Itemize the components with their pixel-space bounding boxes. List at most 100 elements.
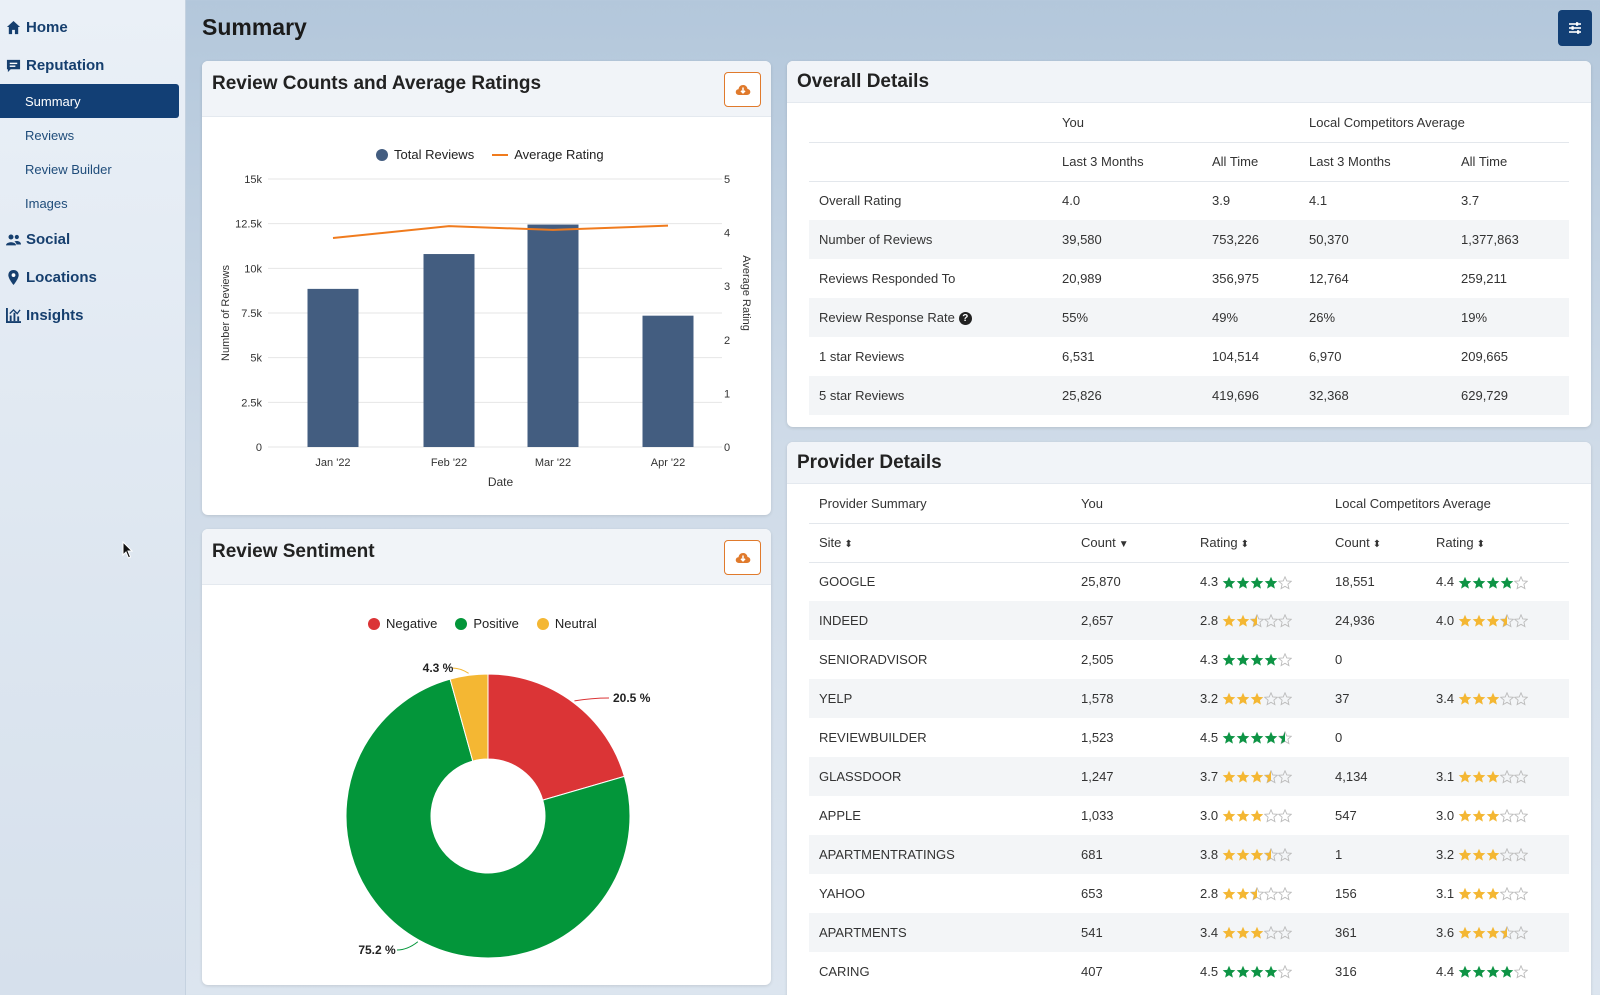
rating-cell: 3.8 [1190, 835, 1325, 874]
chart-legend: Total Reviews Average Rating [376, 147, 604, 162]
rating-cell: 2.8 [1190, 874, 1325, 913]
home-icon [6, 20, 21, 34]
settings-button[interactable] [1558, 10, 1592, 46]
table-row: GLASSDOOR 1,247 3.7 4,134 3.1 [809, 757, 1569, 796]
average-rating-line[interactable] [332, 224, 669, 239]
table-group-header: Provider Summary You Local Competitors A… [809, 484, 1569, 524]
nav-images-label: Images [25, 195, 68, 211]
y-tick-label: 10k [244, 263, 262, 275]
card-title: Provider Details [797, 452, 942, 473]
sort-competitor-rating[interactable]: Rating ⬍ [1426, 523, 1569, 563]
legend-positive-label: Positive [473, 616, 519, 631]
star-rating-icon [1222, 809, 1293, 823]
sort-competitor-count[interactable]: Count ⬍ [1325, 523, 1426, 563]
nav-review-builder-label: Review Builder [25, 161, 112, 177]
review-count: 2,505 [1081, 652, 1114, 667]
rating-cell: 4.5 [1190, 952, 1325, 991]
competitor-rating-cell: 3.4 [1426, 679, 1569, 718]
competitor-rating-cell: 4.4 [1426, 952, 1569, 991]
bar[interactable] [642, 315, 694, 447]
table-row: Reviews Responded To 20,989 356,975 12,764 2… [809, 259, 1569, 298]
table-row: Number of Reviews 39,580 753,226 50,370 1,37… [809, 220, 1569, 259]
rating-cell: 3.2 [1190, 679, 1325, 718]
bar[interactable] [527, 224, 579, 447]
y-tick-label: 5k [250, 353, 262, 365]
rating-cell: 3.0 [1190, 796, 1325, 835]
star-rating-icon [1458, 692, 1529, 706]
star-rating-icon [1458, 887, 1529, 901]
competitor-rating-cell: 3.2 [1426, 835, 1569, 874]
table-cell: 419,696 [1212, 388, 1259, 403]
competitor-count: 156 [1335, 886, 1357, 901]
nav-reputation[interactable]: Reputation [0, 46, 185, 84]
y-tick-label: 15k [244, 174, 262, 186]
nav-reviews[interactable]: Reviews [0, 118, 185, 152]
review-count: 1,033 [1081, 808, 1114, 823]
legend-total-reviews-label: Total Reviews [394, 147, 475, 162]
bar[interactable] [423, 254, 475, 447]
table-row: YELP 1,578 3.2 37 3.4 [809, 679, 1569, 718]
star-rating-icon [1222, 770, 1293, 784]
bar[interactable] [307, 288, 359, 447]
bar-line-chart: 0 2.5k 5k 7.5k 10k 12.5k 15k 0 1 2 3 4 5 Jan '22 Feb '… [220, 174, 752, 489]
nav-social[interactable]: Social [0, 220, 185, 258]
row-label: Number of Reviews [819, 232, 933, 247]
legend-positive[interactable]: Positive [455, 616, 519, 631]
star-rating-icon [1458, 926, 1529, 940]
star-rating-icon [1222, 614, 1293, 628]
review-count: 25,870 [1081, 574, 1121, 590]
table-row: GOOGLE 25,870 4.3 18,551 4.4 [809, 562, 1569, 601]
sort-count[interactable]: Count ▼ [1071, 523, 1190, 563]
column-header: All Time [1451, 142, 1569, 182]
pie-slice[interactable] [449, 673, 489, 762]
column-header: Site [819, 535, 842, 550]
x-axis-label: Date [488, 475, 514, 489]
nav-images[interactable]: Images [0, 186, 185, 220]
review-count: 1,523 [1081, 730, 1114, 745]
column-header: All Time [1202, 142, 1299, 182]
row-label: Review Response Rate? [809, 298, 1052, 337]
nav-home[interactable]: Home [0, 8, 185, 46]
nav-review-builder[interactable]: Review Builder [0, 152, 185, 186]
table-cell: 1,377,863 [1461, 232, 1519, 247]
nav-locations[interactable]: Locations [0, 258, 185, 296]
table-row: Review Response Rate? 55% 49% 26% 19% [809, 298, 1569, 337]
group-competitors: Local Competitors Average [1325, 484, 1569, 524]
sort-site[interactable]: Site ⬍ [809, 523, 1071, 563]
legend-neutral[interactable]: Neutral [536, 616, 597, 631]
y2-axis-label: Average Rating [740, 255, 752, 331]
table-cell: 753,226 [1212, 232, 1259, 247]
nav-insights[interactable]: Insights [0, 296, 185, 334]
group-competitors: Local Competitors Average [1299, 103, 1569, 143]
provider-summary-label: Provider Summary [809, 484, 1071, 524]
site-name: REVIEWBUILDER [819, 730, 927, 745]
competitor-rating-cell [1426, 718, 1569, 757]
sidebar: Home Reputation Summary Reviews Review B… [0, 0, 186, 995]
review-count: 2,657 [1081, 613, 1114, 628]
review-counts-card: Review Counts and Average Ratings Total … [202, 61, 771, 515]
sort-rating[interactable]: Rating ⬍ [1190, 523, 1325, 563]
review-count: 1,247 [1081, 769, 1114, 784]
download-button[interactable] [724, 72, 761, 107]
pie-slice[interactable] [487, 673, 625, 801]
legend-average-rating[interactable]: Average Rating [492, 147, 604, 162]
table-cell: 259,211 [1461, 271, 1508, 286]
star-rating-icon [1222, 965, 1293, 979]
card-title: Review Counts and Average Ratings [212, 73, 542, 94]
table-cell: 25,826 [1062, 388, 1102, 403]
table-cell: 4.0 [1062, 193, 1081, 209]
rating-cell: 4.3 [1190, 562, 1325, 601]
legend-negative[interactable]: Negative [368, 616, 437, 631]
pie-slice[interactable] [345, 678, 631, 959]
rating-cell: 3.4 [1190, 913, 1325, 952]
site-name: YAHOO [819, 886, 865, 901]
site-name: INDEED [819, 613, 869, 628]
competitor-rating-cell [1426, 640, 1569, 679]
star-rating-icon [1458, 614, 1529, 628]
help-icon[interactable]: ? [958, 312, 972, 326]
nav-summary[interactable]: Summary [0, 84, 179, 118]
download-button[interactable] [724, 540, 761, 575]
legend-total-reviews[interactable]: Total Reviews [376, 147, 474, 162]
table-cell: 3.9 [1212, 193, 1231, 209]
table-row: REVIEWBUILDER 1,523 4.5 0 [809, 718, 1569, 757]
